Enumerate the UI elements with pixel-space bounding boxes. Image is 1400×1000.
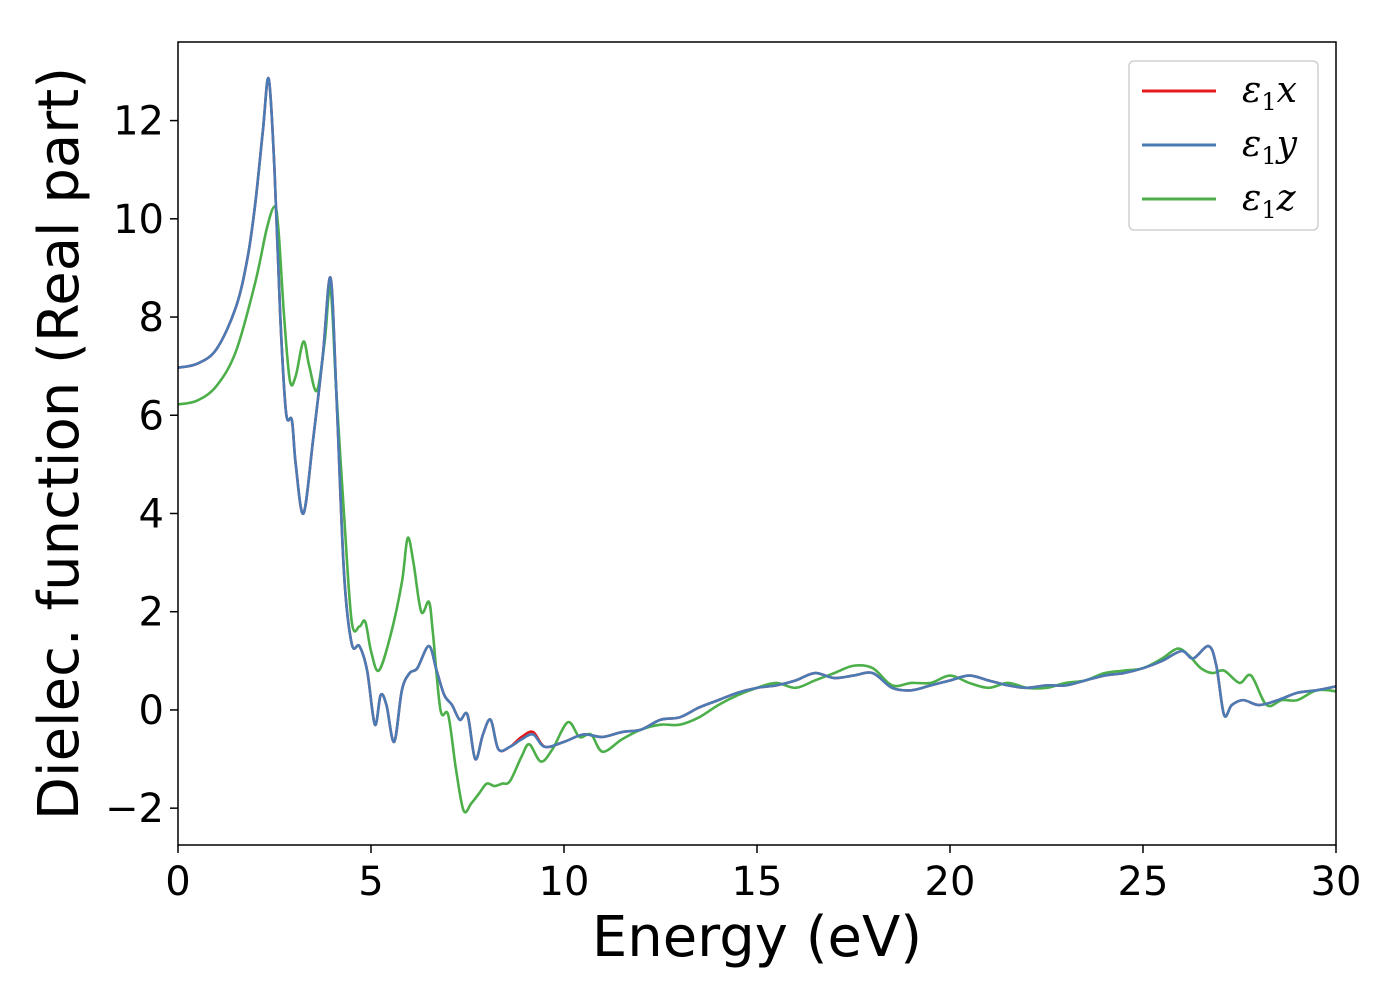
legend-entry-y: ε1y [1242, 124, 1298, 170]
y-tick-label: 2 [139, 590, 164, 636]
y-tick-label: 8 [139, 295, 164, 341]
x-tick-label: 15 [732, 859, 783, 905]
x-tick-label: 0 [165, 859, 190, 905]
x-tick-label: 10 [539, 859, 590, 905]
series-lines [178, 76, 1336, 814]
x-tick-label: 20 [925, 859, 976, 905]
legend-box [1128, 60, 1319, 231]
x-tick-label: 25 [1118, 859, 1169, 905]
y-tick-label: 0 [139, 688, 164, 734]
x-tick-label: 5 [358, 859, 383, 905]
legend-entry-z: ε1z [1242, 178, 1297, 224]
legend: ε1x ε1y ε1z [1128, 60, 1319, 231]
y-tick-label: 6 [139, 393, 164, 439]
y-axis-ticks: −2 0 2 4 6 8 10 12 [105, 99, 178, 832]
x-tick-label: 30 [1311, 859, 1362, 905]
series-line-y [178, 76, 1336, 761]
x-axis-label: Energy (eV) [592, 905, 922, 970]
x-axis-ticks: 0 5 10 15 20 25 30 [165, 845, 1361, 905]
y-tick-label: 12 [113, 99, 164, 145]
y-axis-label: Dielec. function (Real part) [27, 67, 92, 820]
y-tick-label: 4 [139, 491, 164, 537]
y-tick-label: −2 [105, 786, 164, 832]
series-line-z [178, 205, 1336, 814]
y-tick-label: 10 [113, 197, 164, 243]
legend-entry-x: ε1x [1242, 70, 1297, 116]
